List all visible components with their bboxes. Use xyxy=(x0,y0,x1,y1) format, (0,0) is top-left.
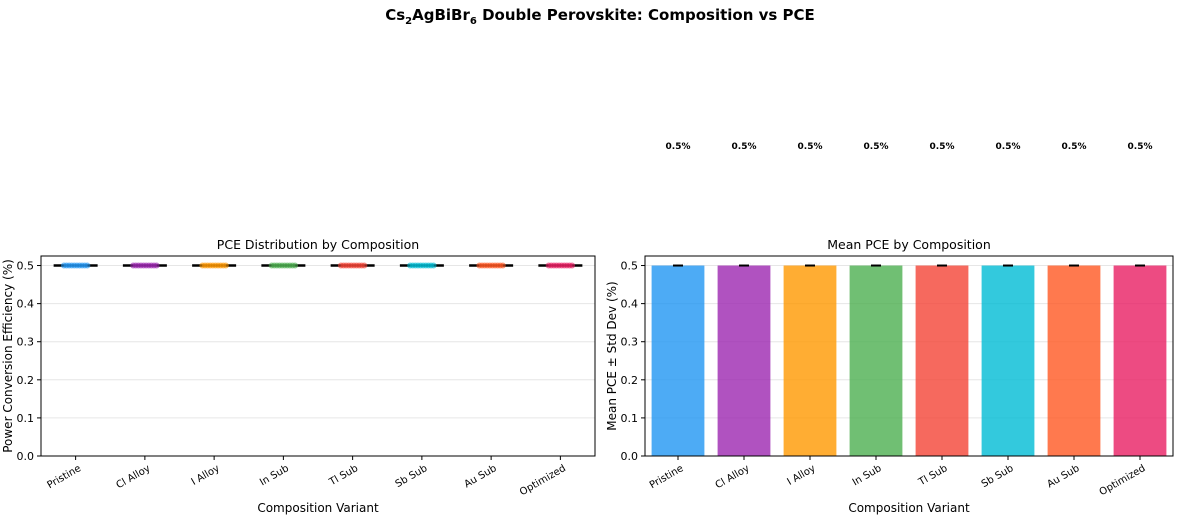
chart-title: Mean PCE by Composition xyxy=(827,237,991,252)
bar xyxy=(717,265,771,456)
x-tick-label: Pristine xyxy=(45,463,83,491)
x-tick-label: Cl Alloy xyxy=(714,463,752,491)
x-tick-label: In Sub xyxy=(851,463,884,488)
y-axis-label: Mean PCE ± Std Dev (%) xyxy=(605,281,619,430)
bar xyxy=(849,265,903,456)
x-tick-label: Tl Sub xyxy=(916,463,949,489)
y-tick-label: 0.4 xyxy=(17,298,35,311)
bar xyxy=(981,265,1035,456)
x-tick-label: I Alloy xyxy=(786,463,818,488)
data-point xyxy=(222,262,229,269)
data-point xyxy=(84,262,91,269)
bar xyxy=(783,265,837,456)
y-tick-label: 0.5 xyxy=(17,260,35,273)
right-chart: 0.0 0.1 0.2 0.3 0.4 0.5 0.5% Pristine 0.5% Cl All… xyxy=(605,142,1174,515)
data-label: 0.5% xyxy=(864,142,889,152)
bar xyxy=(1047,265,1101,456)
data-point xyxy=(292,262,299,269)
y-tick-label: 0.0 xyxy=(621,450,639,463)
y-tick-label: 0.3 xyxy=(17,336,35,349)
data-point xyxy=(569,262,576,269)
x-tick-label: Tl Sub xyxy=(327,463,360,489)
data-label: 0.5% xyxy=(930,142,955,152)
data-point xyxy=(430,262,437,269)
y-tick-label: 0.2 xyxy=(621,374,639,387)
y-axis-label: Power Conversion Efficiency (%) xyxy=(1,259,15,453)
x-tick-label: Cl Alloy xyxy=(115,463,153,491)
x-tick-label: Optimized xyxy=(518,463,568,498)
y-tick-label: 0.1 xyxy=(17,412,35,425)
x-tick-label: Sb Sub xyxy=(394,463,430,490)
bar xyxy=(1113,265,1167,456)
x-tick-label: In Sub xyxy=(258,463,291,488)
data-label: 0.5% xyxy=(798,142,823,152)
bar xyxy=(915,265,969,456)
axes-frame xyxy=(644,255,1174,457)
x-axis-label: Composition Variant xyxy=(848,501,970,515)
figure-title: Cs2AgBiBr6 Double Perovskite: Compositio… xyxy=(385,6,815,27)
data-point xyxy=(361,262,368,269)
data-label: 0.5% xyxy=(1062,142,1087,152)
x-tick-label: Optimized xyxy=(1098,463,1148,498)
x-tick-label: I Alloy xyxy=(190,463,222,488)
x-axis-label: Composition Variant xyxy=(257,501,379,515)
data-label: 0.5% xyxy=(732,142,757,152)
y-tick-label: 0.5 xyxy=(621,260,639,273)
x-tick-label: Sb Sub xyxy=(980,463,1016,490)
data-label: 0.5% xyxy=(1128,142,1153,152)
y-tick-label: 0.3 xyxy=(621,336,639,349)
chart-title: PCE Distribution by Composition xyxy=(217,237,419,252)
axes-frame xyxy=(40,255,596,457)
y-tick-label: 0.2 xyxy=(17,374,35,387)
y-tick-label: 0.0 xyxy=(17,450,35,463)
data-label: 0.5% xyxy=(666,142,691,152)
data-point xyxy=(499,262,506,269)
data-point xyxy=(153,262,160,269)
y-tick-label: 0.1 xyxy=(621,412,639,425)
x-tick-label: Au Sub xyxy=(462,463,498,490)
x-tick-label: Pristine xyxy=(648,463,686,491)
y-tick-label: 0.4 xyxy=(621,298,639,311)
data-label: 0.5% xyxy=(996,142,1021,152)
bar xyxy=(651,265,705,456)
x-tick-label: Au Sub xyxy=(1045,463,1081,490)
left-chart: 0.0 0.1 0.2 0.3 0.4 0.5 Pristine Cl Alloy I Allo… xyxy=(1,237,596,515)
